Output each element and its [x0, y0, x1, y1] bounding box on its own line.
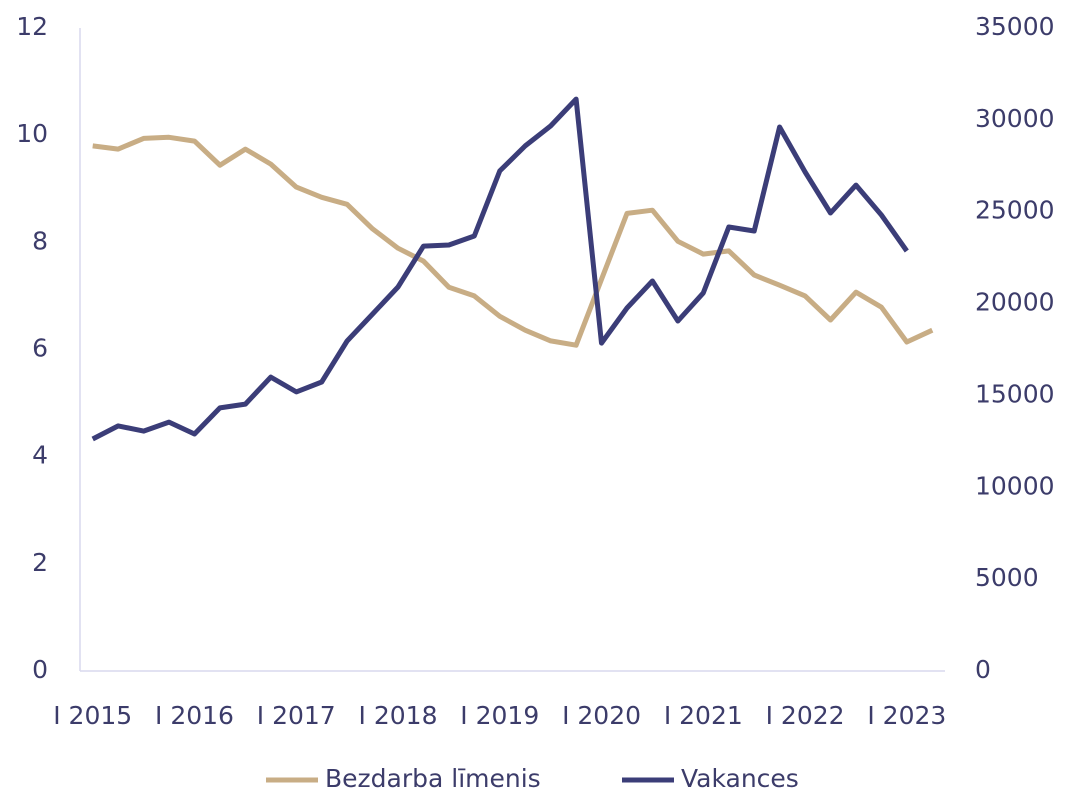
y-tick-label: 4	[32, 441, 48, 470]
y-tick-label: 8	[32, 226, 48, 255]
y-tick-label: 10	[16, 119, 48, 148]
legend-label: Bezdarba līmenis	[325, 764, 541, 793]
x-tick-label: I 2016	[155, 701, 234, 730]
y2-tick-label: 10000	[975, 471, 1055, 500]
legend-label: Vakances	[681, 764, 799, 793]
y2-tick-label: 0	[975, 655, 991, 684]
y-tick-label: 2	[32, 548, 48, 577]
y-tick-label: 6	[32, 334, 48, 363]
series-line	[91, 96, 909, 442]
x-tick-label: I 2017	[257, 701, 336, 730]
y2-tick-label: 15000	[975, 379, 1055, 408]
x-tick-label: I 2015	[53, 701, 132, 730]
x-tick-label: I 2019	[460, 701, 539, 730]
series-line	[92, 134, 934, 348]
y-tick-label: 0	[32, 655, 48, 684]
x-tick-label: I 2021	[664, 701, 743, 730]
x-tick-label: I 2020	[562, 701, 641, 730]
y2-tick-label: 35000	[975, 12, 1055, 41]
x-tick-label: I 2023	[867, 701, 946, 730]
y2-tick-label: 30000	[975, 104, 1055, 133]
y-tick-label: 12	[16, 12, 48, 41]
x-tick-label: I 2018	[359, 701, 438, 730]
x-tick-label: I 2022	[766, 701, 845, 730]
y2-tick-label: 25000	[975, 196, 1055, 225]
y2-tick-label: 20000	[975, 288, 1055, 317]
y2-tick-label: 5000	[975, 563, 1039, 592]
